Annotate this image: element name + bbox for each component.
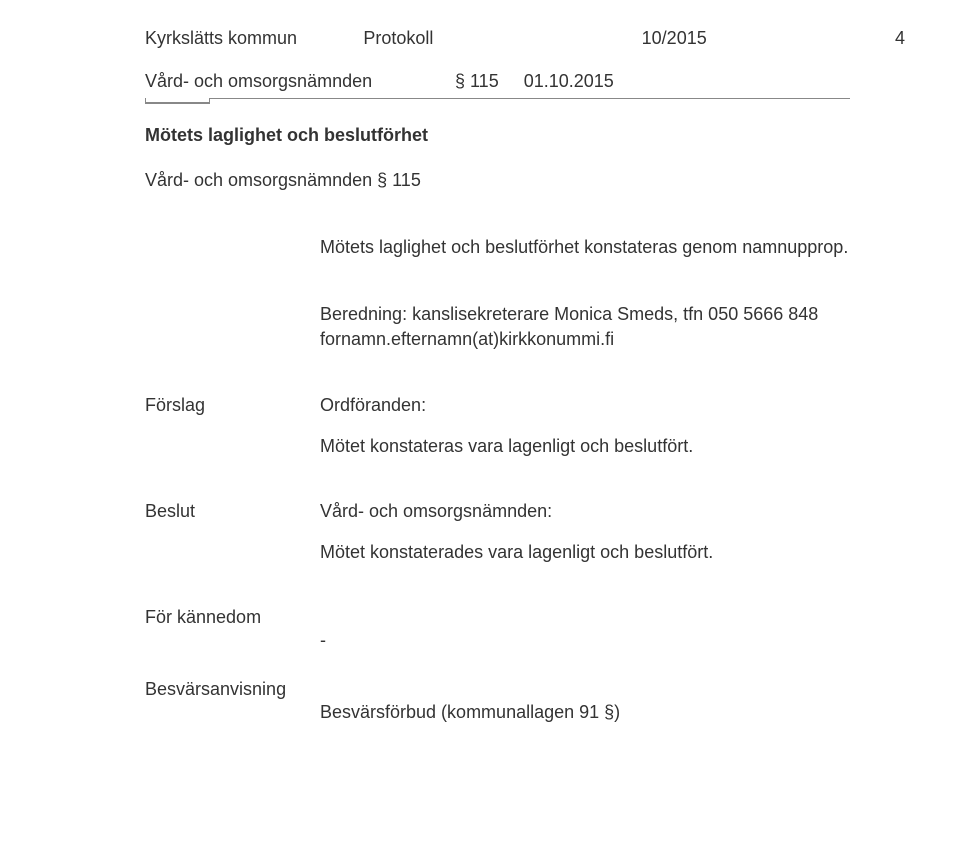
- document-header: Kyrkslätts kommun Protokoll 10/2015: [145, 28, 850, 49]
- proposal-text: Mötet konstateras vara lagenligt och bes…: [320, 434, 850, 459]
- document-number: 10/2015: [572, 28, 850, 49]
- paragraph-block-2: Beredning: kanslisekreterare Monica Smed…: [145, 302, 850, 352]
- for-info-text: -: [320, 628, 850, 653]
- document-title: Mötets laglighet och beslutförhet: [145, 125, 850, 146]
- organization-name: Kyrkslätts kommun: [145, 28, 353, 49]
- paragraph-1-text: Mötets laglighet och beslutförhet konsta…: [320, 235, 850, 260]
- decision-section: Beslut Vård- och omsorgsnämnden: Mötet k…: [145, 501, 850, 565]
- paragraph-2-text: Beredning: kanslisekreterare Monica Smed…: [320, 302, 850, 352]
- decision-committee: Vård- och omsorgsnämnden:: [320, 501, 850, 522]
- paragraph-block-1: Mötets laglighet och beslutförhet konsta…: [145, 235, 850, 260]
- proposal-label: Förslag: [145, 395, 320, 416]
- appeal-text: Besvärsförbud (kommunallagen 91 §): [320, 700, 850, 725]
- committee-name: Vård- och omsorgsnämnden: [145, 71, 455, 92]
- page-number: 4: [895, 28, 905, 49]
- decision-text: Mötet konstaterades vara lagenligt och b…: [320, 540, 850, 565]
- meeting-date: 01.10.2015: [524, 71, 614, 91]
- proposal-chairperson: Ordföranden:: [320, 395, 850, 416]
- document-type: Protokoll: [353, 28, 571, 49]
- reference-line: Vård- och omsorgsnämnden § 115: [145, 170, 850, 191]
- paragraph-number: § 115: [455, 71, 499, 91]
- committee-header: Vård- och omsorgsnämnden § 115 01.10.201…: [145, 71, 850, 99]
- for-info-label: För kännedom: [145, 607, 320, 628]
- paragraph-and-date: § 115 01.10.2015: [455, 71, 614, 92]
- tab-decoration: [145, 98, 210, 104]
- proposal-section: Förslag Ordföranden: Mötet konstateras v…: [145, 395, 850, 459]
- appeal-section: Besvärsanvisning Besvärsförbud (kommunal…: [145, 679, 850, 725]
- appeal-label: Besvärsanvisning: [145, 679, 320, 700]
- decision-label: Beslut: [145, 501, 320, 522]
- for-info-section: För kännedom -: [145, 607, 850, 653]
